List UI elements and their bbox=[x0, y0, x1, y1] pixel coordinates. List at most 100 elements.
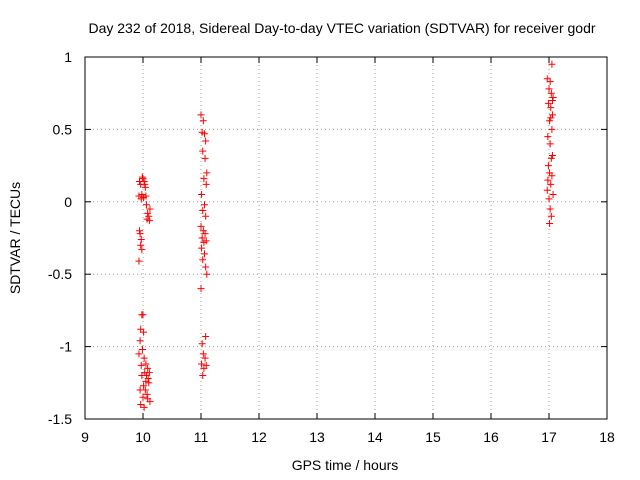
data-point bbox=[549, 94, 557, 102]
data-point bbox=[200, 250, 208, 258]
data-point bbox=[145, 212, 153, 220]
data-point bbox=[547, 104, 555, 112]
data-point bbox=[201, 230, 209, 238]
data-point bbox=[200, 201, 208, 209]
data-point bbox=[142, 201, 150, 209]
data-point bbox=[144, 395, 152, 403]
data-point bbox=[137, 361, 145, 369]
data-point bbox=[198, 360, 206, 368]
data-point bbox=[145, 217, 153, 225]
x-tick-label: 15 bbox=[425, 429, 441, 445]
data-point bbox=[545, 195, 553, 203]
data-point bbox=[202, 263, 210, 271]
data-point bbox=[548, 60, 556, 68]
data-point bbox=[135, 350, 143, 358]
data-point bbox=[545, 85, 553, 93]
data-point bbox=[138, 372, 146, 380]
data-point bbox=[203, 270, 211, 278]
data-point bbox=[544, 176, 552, 184]
data-point bbox=[139, 393, 147, 401]
y-tick-labels: -1.5 -1 -0.5 0 0.5 1 bbox=[48, 49, 72, 427]
y-tick-label: -1 bbox=[60, 339, 73, 355]
x-tick-label: 16 bbox=[483, 429, 499, 445]
data-point bbox=[142, 360, 150, 368]
data-point bbox=[144, 209, 152, 217]
y-tick-label: -0.5 bbox=[48, 266, 72, 282]
x-tick-labels: 9 10 11 12 13 14 15 16 17 18 bbox=[81, 429, 615, 445]
data-point bbox=[547, 114, 555, 122]
y-axis-label: SDTVAR / TECUs bbox=[7, 182, 23, 294]
data-point bbox=[140, 382, 148, 390]
data-point bbox=[202, 180, 210, 188]
data-point bbox=[200, 130, 208, 138]
data-point bbox=[137, 235, 145, 243]
data-point bbox=[136, 230, 144, 238]
data-point bbox=[201, 154, 209, 162]
chart-grid bbox=[85, 57, 607, 419]
x-tick-label: 17 bbox=[541, 429, 557, 445]
data-point bbox=[137, 401, 145, 409]
data-point bbox=[544, 162, 552, 170]
data-point bbox=[202, 332, 210, 340]
x-axis-label: GPS time / hours bbox=[292, 457, 399, 473]
data-points bbox=[135, 60, 557, 411]
data-point bbox=[544, 99, 552, 107]
y-tick-label: 1 bbox=[64, 49, 72, 65]
data-point bbox=[135, 257, 143, 265]
data-point bbox=[198, 191, 206, 199]
data-point bbox=[546, 205, 554, 213]
data-point bbox=[142, 377, 150, 385]
data-point bbox=[202, 237, 210, 245]
data-point bbox=[199, 350, 207, 358]
data-point bbox=[547, 180, 555, 188]
data-point bbox=[199, 206, 207, 214]
data-point bbox=[138, 173, 146, 181]
data-point bbox=[549, 191, 557, 199]
data-point bbox=[141, 180, 149, 188]
data-point bbox=[199, 372, 207, 380]
data-point bbox=[202, 212, 210, 220]
data-point bbox=[202, 137, 210, 145]
data-point bbox=[136, 386, 144, 394]
y-tick-label: 0 bbox=[64, 194, 72, 210]
data-point bbox=[145, 379, 153, 387]
data-point bbox=[198, 234, 206, 242]
data-point bbox=[146, 205, 154, 213]
data-point bbox=[201, 354, 209, 362]
data-point bbox=[199, 227, 207, 235]
data-point bbox=[203, 169, 211, 177]
data-point bbox=[197, 285, 205, 293]
plot-frame bbox=[84, 56, 608, 420]
data-point bbox=[546, 220, 554, 228]
x-tick-label: 11 bbox=[194, 429, 209, 445]
data-point bbox=[548, 125, 556, 133]
axis-ticks bbox=[84, 56, 608, 420]
data-point bbox=[200, 175, 208, 183]
x-tick-label: 12 bbox=[251, 429, 267, 445]
y-tick-label: -1.5 bbox=[48, 411, 72, 427]
data-point bbox=[543, 75, 551, 83]
data-point bbox=[197, 111, 205, 119]
data-point bbox=[145, 369, 153, 377]
data-point bbox=[198, 244, 206, 252]
data-point bbox=[546, 140, 554, 148]
data-point bbox=[139, 175, 147, 183]
data-point bbox=[137, 241, 145, 249]
data-point bbox=[548, 111, 556, 119]
chart-title: Day 232 of 2018, Sidereal Day-to-day VTE… bbox=[88, 20, 595, 36]
x-tick-label: 9 bbox=[81, 429, 89, 445]
data-point bbox=[140, 328, 148, 336]
x-tick-label: 14 bbox=[367, 429, 383, 445]
data-point bbox=[544, 133, 552, 141]
x-tick-label: 18 bbox=[599, 429, 615, 445]
data-point bbox=[546, 117, 554, 125]
data-point bbox=[199, 256, 207, 264]
data-point bbox=[548, 96, 556, 104]
data-point bbox=[546, 78, 554, 86]
x-tick-label: 13 bbox=[309, 429, 325, 445]
data-point bbox=[543, 186, 551, 194]
data-point bbox=[138, 345, 146, 353]
data-point bbox=[140, 178, 148, 186]
data-point bbox=[547, 154, 555, 162]
data-point bbox=[142, 192, 150, 200]
